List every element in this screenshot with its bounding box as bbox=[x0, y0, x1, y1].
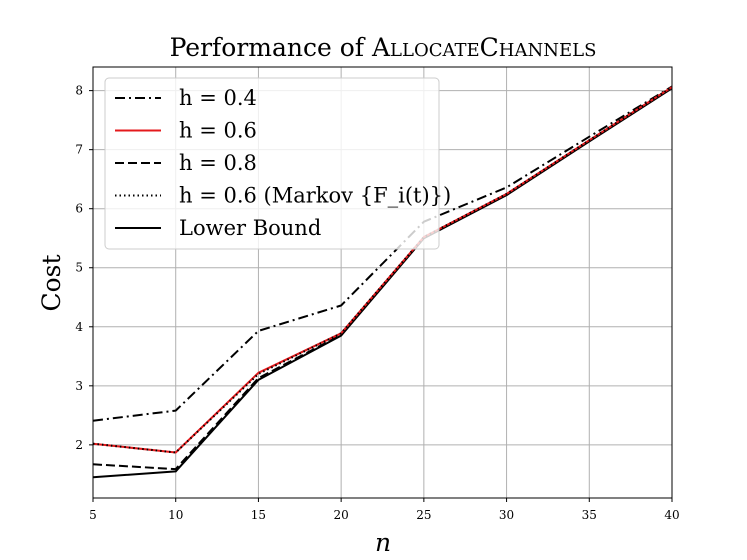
y-tick-label: 5 bbox=[75, 261, 83, 275]
legend-label-1: h = 0.6 bbox=[179, 119, 257, 143]
legend: h = 0.4 h = 0.6 h = 0.8 h = 0.6 (Markov {F_… bbox=[104, 77, 451, 250]
series-line-0 bbox=[92, 85, 673, 422]
y-axis-label: Cost bbox=[37, 254, 66, 311]
y-tick-label: 7 bbox=[75, 143, 83, 157]
y-tick-label: 6 bbox=[75, 202, 83, 216]
series-line-1 bbox=[92, 86, 673, 454]
legend-label-0: h = 0.4 bbox=[179, 86, 257, 110]
y-tick-label: 3 bbox=[75, 379, 83, 393]
chart-title-allocate-rest: LLOCATE bbox=[390, 40, 480, 61]
x-tick-label: 5 bbox=[89, 508, 97, 522]
ticks: 5 10 15 20 25 30 35 40 2 3 4 5 6 7 8 bbox=[75, 84, 679, 522]
x-tick-label: 40 bbox=[664, 508, 679, 522]
y-tick-label: 2 bbox=[75, 438, 83, 452]
chart-title-prefix: Performance of bbox=[170, 33, 372, 62]
x-tick-label: 35 bbox=[582, 508, 597, 522]
x-tick-label: 25 bbox=[416, 508, 431, 522]
x-tick-label: 10 bbox=[168, 508, 183, 522]
legend-label-4: Lower Bound bbox=[179, 216, 321, 240]
plot-frame bbox=[92, 66, 673, 499]
x-tick-label: 15 bbox=[251, 508, 266, 522]
legend-label-3: h = 0.6 (Markov {F_i(t)}) bbox=[179, 184, 451, 208]
legend-label-2: h = 0.8 bbox=[179, 151, 257, 175]
chart-title-channels-rest: HANNELS bbox=[499, 40, 597, 61]
x-axis-label: n bbox=[375, 528, 391, 557]
x-tick-label: 30 bbox=[499, 508, 514, 522]
chart-title-channels-c: C bbox=[480, 33, 499, 62]
legend-entries: h = 0.4 h = 0.6 h = 0.8 h = 0.6 (Markov {F_… bbox=[115, 86, 451, 240]
legend-box bbox=[104, 77, 440, 250]
y-tick-label: 4 bbox=[75, 320, 83, 334]
series-layer bbox=[92, 85, 673, 479]
chart-title-allocate-a: A bbox=[371, 33, 391, 62]
y-tick-label: 8 bbox=[75, 84, 83, 98]
chart-title: Performance of ALLOCATECHANNELS bbox=[170, 33, 597, 62]
x-tick-label: 20 bbox=[334, 508, 349, 522]
